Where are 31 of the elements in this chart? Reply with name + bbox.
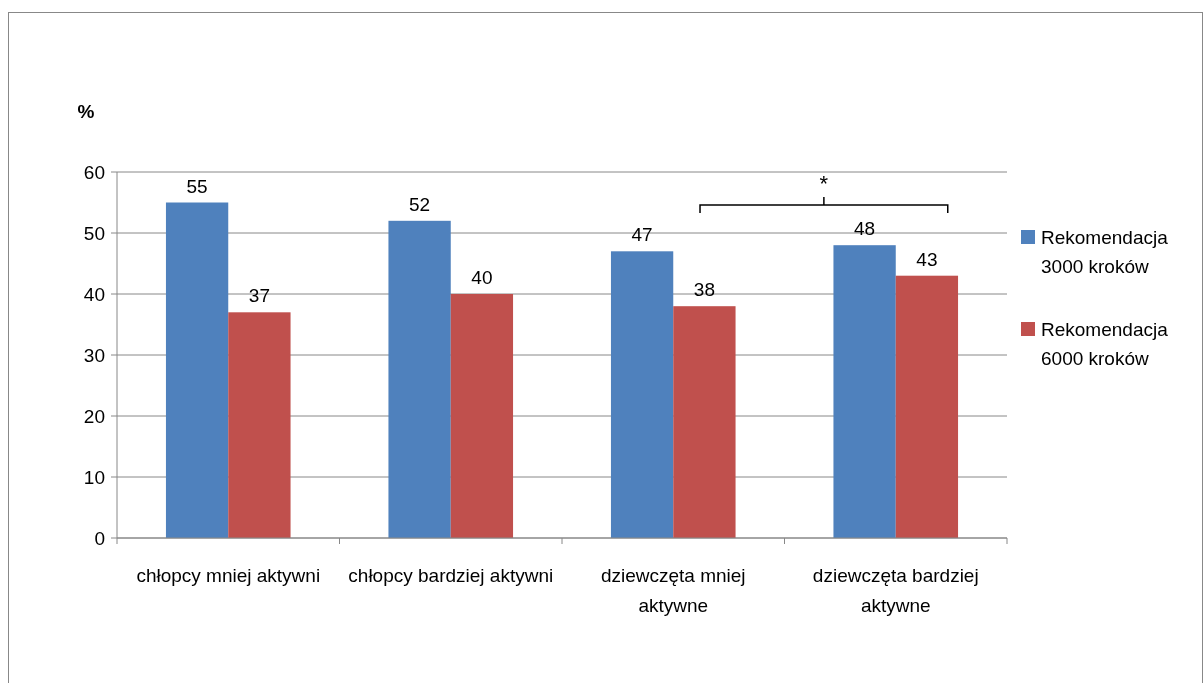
- bar: [165, 202, 229, 538]
- x-tick-label: chłopcy mniej aktywni: [136, 565, 321, 586]
- x-tick-label: chłopcy bardziej aktywni: [348, 565, 554, 586]
- bar: [673, 306, 736, 538]
- y-tick-label: 40: [83, 283, 105, 305]
- bar: [895, 275, 959, 538]
- y-tick-label: 20: [83, 405, 105, 427]
- bar: [388, 220, 451, 538]
- data-label: 38: [693, 279, 715, 301]
- bar: [833, 245, 896, 538]
- data-label: 43: [916, 248, 938, 270]
- data-label: 55: [186, 175, 208, 197]
- data-label: 40: [471, 267, 493, 288]
- y-tick-label: 0: [94, 527, 105, 549]
- y-axis-title: %: [77, 101, 95, 122]
- y-tick-label: 60: [83, 161, 105, 183]
- bar: [610, 251, 674, 538]
- x-tick-label: dziewczęta bardziej aktywne: [812, 565, 979, 616]
- y-tick-label: 50: [83, 222, 105, 244]
- annotation: *: [819, 171, 829, 196]
- x-tick-label: dziewczęta mniej aktywne: [600, 565, 746, 616]
- legend-label: Rekomendacja 3000 kroków: [1041, 227, 1169, 277]
- bar: [450, 294, 514, 538]
- bar: [228, 312, 291, 538]
- legend-label: Rekomendacja 6000 kroków: [1041, 319, 1169, 369]
- data-label: 52: [409, 193, 431, 215]
- data-label: 47: [631, 224, 653, 246]
- y-tick-label: 30: [83, 344, 105, 366]
- data-label: 37: [248, 285, 270, 307]
- data-label: 48: [854, 218, 876, 240]
- y-tick-label: 10: [83, 466, 105, 488]
